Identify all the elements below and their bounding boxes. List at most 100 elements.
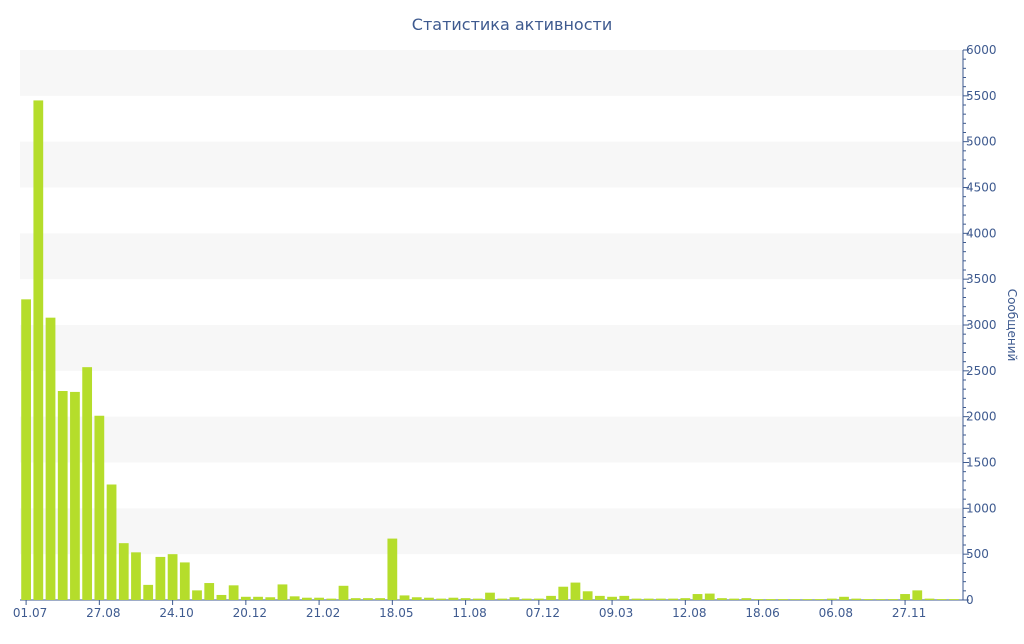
y-tick-label: 5000: [966, 135, 997, 149]
bar: [106, 484, 117, 600]
bar: [485, 592, 495, 600]
bar: [656, 598, 666, 600]
bar: [228, 585, 239, 600]
bar: [949, 599, 959, 600]
bar: [94, 415, 105, 600]
bar: [851, 598, 862, 600]
y-tick-label: 3500: [966, 272, 997, 286]
x-tick-label: 21.02: [306, 606, 340, 620]
bar: [887, 599, 898, 600]
bar: [692, 594, 703, 600]
x-tick-label: 18.06: [745, 606, 779, 620]
bar: [326, 598, 337, 600]
bar: [57, 391, 68, 600]
bar: [338, 585, 349, 600]
bar: [216, 594, 227, 600]
x-tick-label: 07.12: [526, 606, 560, 620]
bar: [631, 598, 642, 600]
bar: [924, 598, 935, 600]
bar: [533, 598, 544, 600]
x-tick-label: 06.08: [819, 606, 853, 620]
grid-band: [20, 141, 963, 188]
bar: [607, 596, 617, 600]
y-tick-label: 2500: [966, 364, 997, 378]
bar: [570, 582, 581, 600]
bar: [497, 598, 508, 600]
bar: [594, 595, 605, 600]
x-tick-label: 27.08: [86, 606, 120, 620]
y-tick-label: 5500: [966, 89, 997, 103]
bar: [668, 598, 678, 600]
y-tick-label: 3000: [966, 318, 997, 332]
bar: [350, 598, 361, 600]
bar: [363, 598, 373, 600]
bar: [790, 599, 801, 600]
bar: [82, 367, 93, 600]
bar: [472, 598, 483, 600]
bar: [826, 598, 837, 600]
bar: [253, 596, 263, 600]
bar: [814, 599, 825, 600]
bar: [70, 391, 80, 600]
bar: [448, 597, 459, 600]
bar: [778, 599, 788, 600]
bar: [436, 598, 447, 600]
bar: [375, 598, 386, 600]
bar: [802, 599, 813, 600]
bar: [265, 597, 276, 600]
bar: [509, 597, 520, 600]
grid-band: [20, 416, 963, 463]
chart-title: Статистика активности: [412, 15, 612, 34]
x-tick-label: 11.08: [452, 606, 486, 620]
bar: [118, 543, 129, 600]
bar: [131, 552, 141, 600]
bar: [521, 598, 532, 600]
bar: [424, 597, 434, 600]
bar: [912, 590, 923, 600]
grid-band: [20, 508, 963, 555]
bar: [900, 594, 910, 600]
bar: [411, 597, 422, 600]
bar: [863, 599, 874, 600]
bar: [240, 596, 251, 600]
grid-band: [20, 325, 963, 371]
y-tick-label: 4500: [966, 181, 997, 195]
bar: [546, 595, 556, 600]
bar: [143, 584, 154, 600]
y-axis-label: Сообщений: [1005, 289, 1019, 362]
bar: [277, 584, 288, 600]
bar: [765, 599, 776, 600]
bar: [753, 599, 764, 600]
x-tick-label: 27.11: [892, 606, 926, 620]
grid-band: [20, 50, 963, 96]
grid-band: [20, 233, 963, 280]
bar: [643, 598, 654, 600]
y-tick-label: 6000: [966, 43, 997, 57]
bar: [875, 599, 886, 600]
y-tick-label: 4000: [966, 226, 997, 240]
bar: [302, 597, 312, 600]
bar: [717, 598, 727, 600]
bar: [387, 538, 398, 600]
bar: [45, 317, 56, 600]
bar: [314, 597, 324, 600]
y-tick-label: 2000: [966, 410, 997, 424]
x-tick-label: 09.03: [599, 606, 633, 620]
bar: [33, 100, 44, 601]
bar: [558, 586, 569, 600]
bar: [460, 598, 471, 600]
y-tick-label: 0: [966, 593, 974, 607]
bar: [289, 596, 300, 600]
x-tick-label: 12.08: [672, 606, 706, 620]
bar: [936, 599, 947, 600]
x-tick-label: 20.12: [233, 606, 267, 620]
bar: [619, 595, 630, 600]
x-tick-label: 24.10: [159, 606, 193, 620]
x-tick-label: 01.07: [13, 606, 47, 620]
bar: [155, 556, 166, 600]
bar: [399, 595, 410, 600]
bar: [204, 583, 215, 600]
y-tick-label: 1000: [966, 501, 997, 515]
bar: [582, 591, 593, 600]
